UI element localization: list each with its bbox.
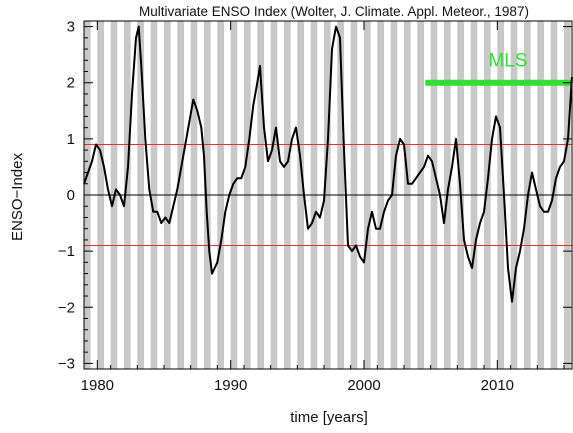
y-tick-label-0: −3 xyxy=(58,355,75,372)
chart-title: Multivariate ENSO Index (Wolter, J. Clim… xyxy=(139,4,529,19)
x-tick-label-2: 2000 xyxy=(347,377,380,394)
y-tick-label-3: 0 xyxy=(67,187,75,204)
x-tick-label-0: 1980 xyxy=(81,377,114,394)
y-tick-label-1: −2 xyxy=(58,299,75,316)
enso-series-line xyxy=(83,25,573,303)
mls-annotation: MLS xyxy=(425,51,572,86)
y-axis: −3 −2 −1 0 1 2 3 xyxy=(58,19,572,372)
y-tick-label-5: 2 xyxy=(67,75,75,92)
y-tick-label-2: −1 xyxy=(58,243,75,260)
y-axis-label: ENSO−Index xyxy=(9,153,26,241)
y-tick-label-4: 1 xyxy=(67,131,75,148)
x-tick-label-3: 2010 xyxy=(481,377,514,394)
x-axis: 1980 1990 2000 2010 xyxy=(81,21,565,394)
x-tick-label-1: 1990 xyxy=(214,377,247,394)
y-tick-label-6: 3 xyxy=(67,19,75,36)
x-axis-label: time [years] xyxy=(290,409,368,426)
mls-label: MLS xyxy=(488,51,527,72)
